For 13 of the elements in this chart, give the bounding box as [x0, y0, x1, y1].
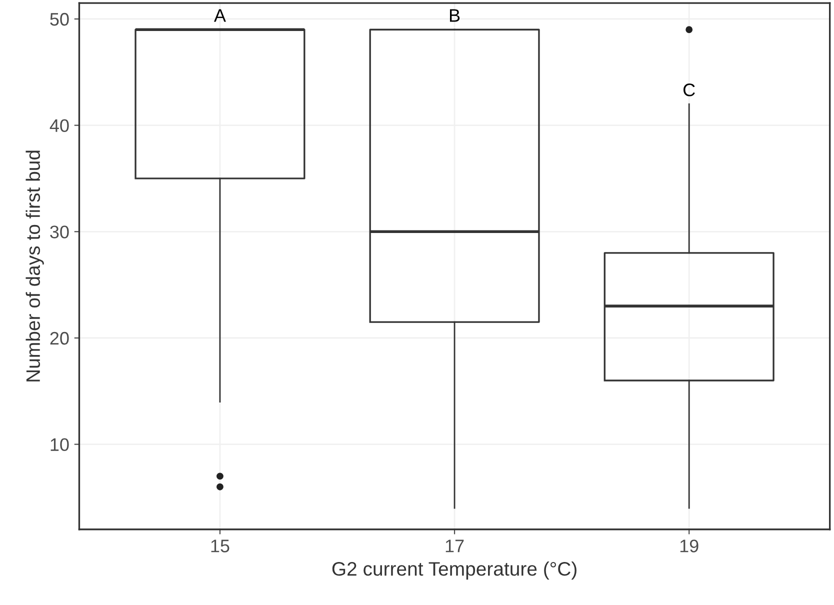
annotation: C — [683, 84, 695, 96]
annotation: B — [450, 9, 460, 22]
x-tick-label: 19 — [680, 540, 698, 552]
x-axis-title: G2 current Temperature (°C) — [332, 561, 576, 580]
y-tick-label: 30 — [50, 226, 69, 238]
x-tick-label: 17 — [446, 540, 464, 552]
y-axis-title: Number of days to first bud — [26, 150, 44, 382]
y-tick-label: 50 — [50, 12, 69, 26]
annotation: A — [214, 9, 226, 22]
y-tick-label: 40 — [50, 119, 69, 132]
y-tick-label: 20 — [50, 332, 69, 345]
y-tick-label: 10 — [50, 438, 69, 452]
x-tick-label: 15 — [211, 540, 230, 552]
